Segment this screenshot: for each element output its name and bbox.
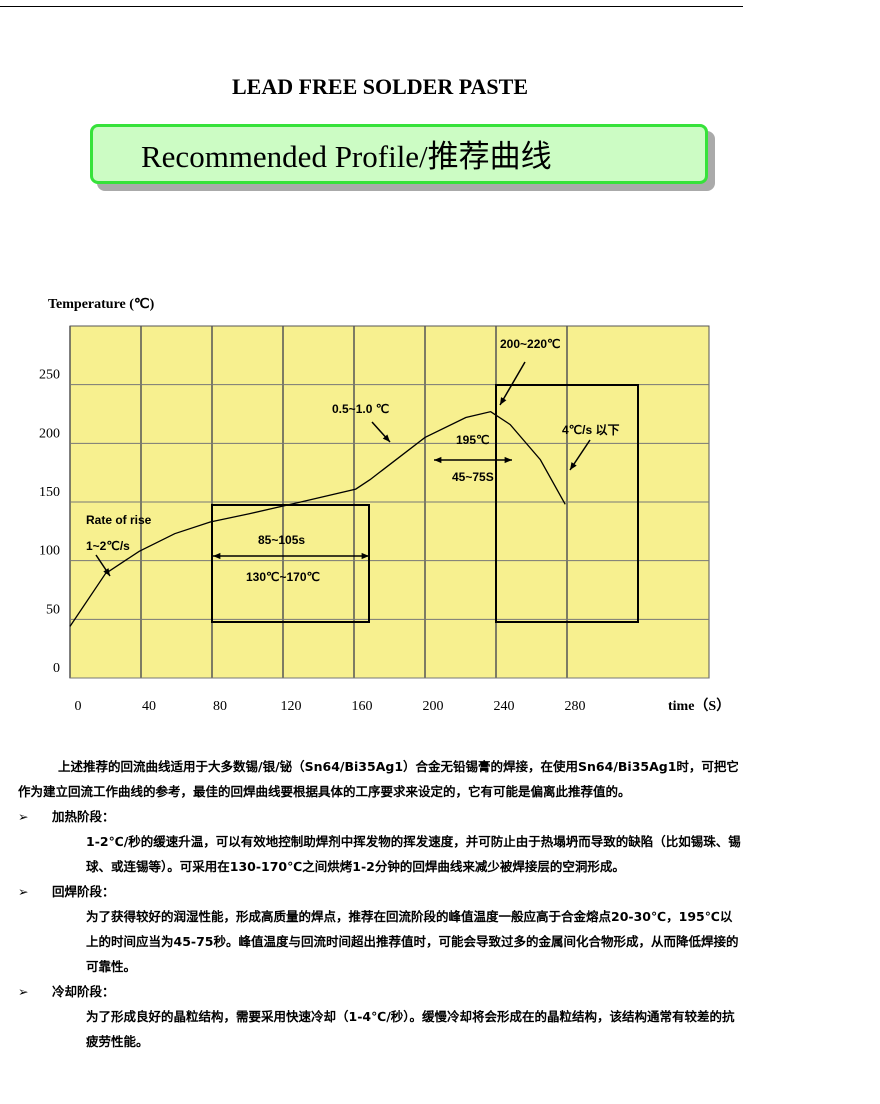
arrow-head xyxy=(500,397,507,405)
section-text: 为了形成良好的晶粒结构，需要采用快速冷却（1-4℃/秒）。缓慢冷却将会形成在的晶… xyxy=(86,1009,735,1049)
arrow-head xyxy=(570,462,577,470)
title: LEAD FREE SOLDER PASTE xyxy=(231,74,529,99)
y-tick-label: 0 xyxy=(53,661,60,676)
arrow-head xyxy=(504,456,512,464)
y-tick-label: 100 xyxy=(39,544,60,559)
section-heading: 回焊阶段： xyxy=(18,879,744,904)
section: 冷却阶段： 为了形成良好的晶粒结构，需要采用快速冷却（1-4℃/秒）。缓慢冷却将会… xyxy=(18,979,744,1054)
section-text: 1-2℃/秒的缓速升温，可以有效地控制助焊剂中挥发物的挥发速度，并可防止由于热塌… xyxy=(86,834,741,874)
annotation: Rate of rise xyxy=(86,513,152,527)
annotation: 4℃/s 以下 xyxy=(562,423,620,437)
body: 上述推荐的回流曲线适用于大多数锡/银/铋（Sn64/Bi35Ag1）合金无铅锡膏… xyxy=(18,754,744,1054)
x-tick-label: 240 xyxy=(494,699,515,714)
y-tick-label: 150 xyxy=(39,485,60,500)
y-axis-label: Temperature (℃) xyxy=(48,297,155,312)
arrow-head xyxy=(213,552,221,560)
annotation: 85~105s xyxy=(258,533,305,547)
x-axis-label: time（S） xyxy=(668,698,730,714)
annotation: 200~220℃ xyxy=(500,337,561,351)
section: 回焊阶段： 为了获得较好的润湿性能，形成高质量的焊点，推荐在回流阶段的峰值温度一般… xyxy=(18,879,744,979)
top-rule xyxy=(0,6,743,7)
intro: 上述推荐的回流曲线适用于大多数锡/银/铋（Sn64/Bi35Ag1）合金无铅锡膏… xyxy=(18,759,739,799)
annotation: 195℃ xyxy=(456,433,490,447)
arrow-head xyxy=(103,568,110,576)
arrow-head xyxy=(434,456,442,464)
x-tick-label: 160 xyxy=(352,699,373,714)
arrow xyxy=(499,361,526,406)
section: 加热阶段： 1-2℃/秒的缓速升温，可以有效地控制助焊剂中挥发物的挥发速度，并可防… xyxy=(18,804,744,879)
x-tick-label: 0 xyxy=(75,699,82,714)
y-tick-label: 200 xyxy=(39,426,60,441)
annotation: 0.5~1.0 ℃ xyxy=(332,402,389,416)
x-tick-label: 40 xyxy=(142,699,156,714)
annotation: 45~75S xyxy=(452,470,494,484)
zone xyxy=(495,384,639,623)
chart: 0 50 100 150 200 250 0 40 80 120 160 200 240 280 Tempe… xyxy=(39,297,730,714)
x-tick-label: 200 xyxy=(423,699,444,714)
section-heading: 加热阶段： xyxy=(18,804,744,829)
x-tick-label: 280 xyxy=(565,699,586,714)
arrow-head xyxy=(382,434,390,442)
x-tick-label: 80 xyxy=(213,699,227,714)
section-heading: 冷却阶段： xyxy=(18,979,744,1004)
y-tick-label: 250 xyxy=(39,368,60,383)
line xyxy=(69,410,566,627)
y-tick-label: 50 xyxy=(46,602,60,617)
section-text: 为了获得较好的润湿性能，形成高质量的焊点，推荐在回流阶段的峰值温度一般应高于合金… xyxy=(86,909,739,974)
arrow-head xyxy=(361,552,369,560)
annotation: 130℃~170℃ xyxy=(246,570,320,584)
banner: Recommended Profile/推荐曲线 xyxy=(90,124,708,184)
x-tick-label: 120 xyxy=(281,699,302,714)
annotation: 1~2℃/s xyxy=(86,539,130,553)
